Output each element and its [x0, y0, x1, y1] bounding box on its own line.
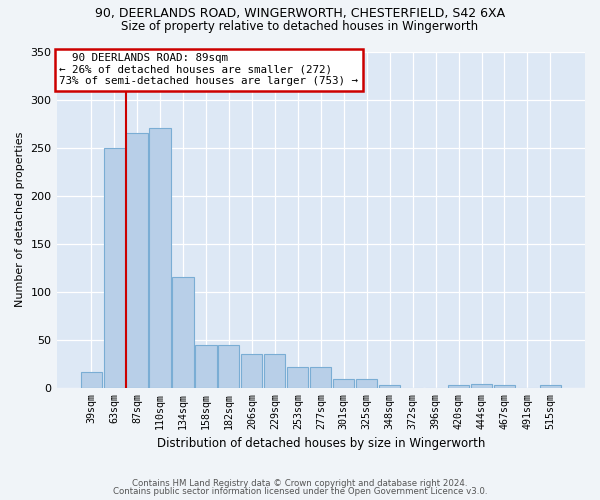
Bar: [241, 354, 262, 388]
Bar: [196, 344, 217, 388]
X-axis label: Distribution of detached houses by size in Wingerworth: Distribution of detached houses by size …: [157, 437, 485, 450]
Bar: [379, 385, 400, 388]
Bar: [448, 385, 469, 388]
Y-axis label: Number of detached properties: Number of detached properties: [15, 132, 25, 308]
Bar: [471, 384, 492, 388]
Bar: [264, 354, 286, 388]
Bar: [127, 133, 148, 388]
Bar: [333, 379, 354, 388]
Text: Contains public sector information licensed under the Open Government Licence v3: Contains public sector information licen…: [113, 487, 487, 496]
Text: Contains HM Land Registry data © Crown copyright and database right 2024.: Contains HM Land Registry data © Crown c…: [132, 478, 468, 488]
Text: 90 DEERLANDS ROAD: 89sqm
← 26% of detached houses are smaller (272)
73% of semi-: 90 DEERLANDS ROAD: 89sqm ← 26% of detach…: [59, 53, 358, 86]
Bar: [218, 344, 239, 388]
Bar: [149, 128, 170, 388]
Bar: [287, 366, 308, 388]
Bar: [494, 385, 515, 388]
Bar: [172, 278, 194, 388]
Bar: [104, 148, 125, 388]
Bar: [80, 372, 101, 388]
Bar: [356, 379, 377, 388]
Bar: [310, 366, 331, 388]
Bar: [540, 385, 561, 388]
Text: Size of property relative to detached houses in Wingerworth: Size of property relative to detached ho…: [121, 20, 479, 33]
Text: 90, DEERLANDS ROAD, WINGERWORTH, CHESTERFIELD, S42 6XA: 90, DEERLANDS ROAD, WINGERWORTH, CHESTER…: [95, 8, 505, 20]
